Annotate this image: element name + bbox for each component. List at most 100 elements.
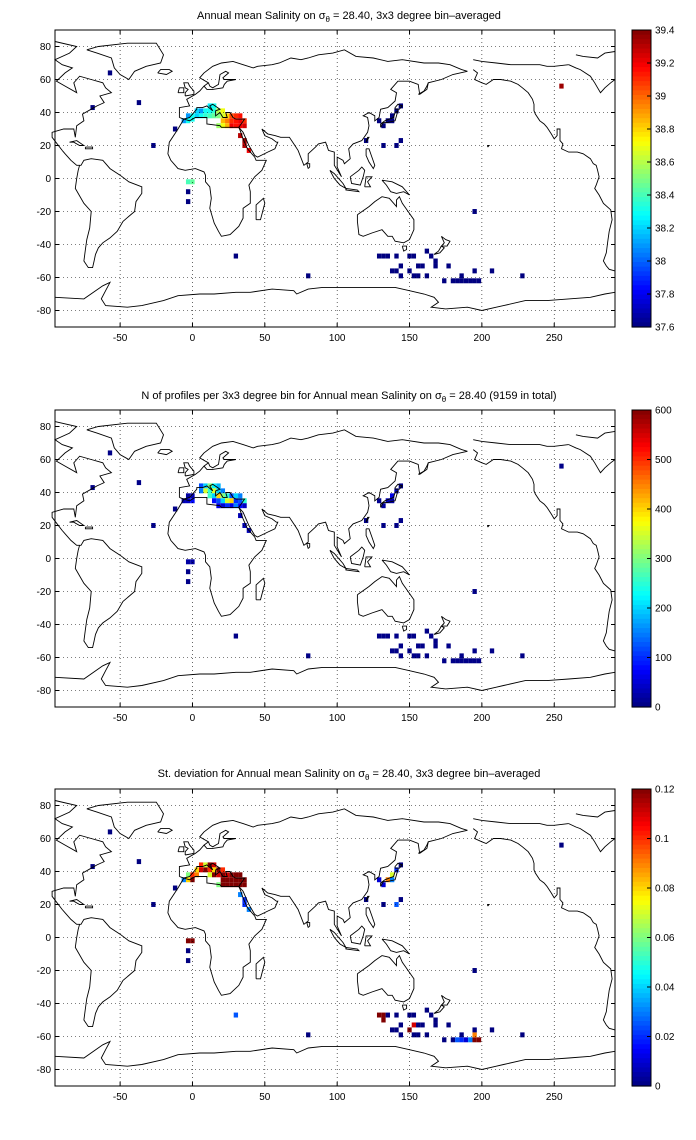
panel-mean-salinity-cell-21 [212,113,217,119]
panel-profile-count-colorbar-segment-4 [632,428,651,434]
panel-std-deviation-colorbar-segment-30 [632,928,651,934]
panel-profile-count-cell-94 [476,658,482,664]
panel-profile-count-colorbar-segment-39 [632,590,651,597]
panel-std-deviation-colorbar-segment-14 [632,853,651,860]
panel-profile-count-colorbar-segment-34 [632,567,651,574]
panel-profile-count-cell-3 [151,523,156,528]
panel-std-deviation-coastline-3 [178,808,468,877]
panel-mean-salinity-title: Annual mean Salinity on σθ = 28.40, 3x3 … [197,10,501,24]
panel-mean-salinity-coastline-11 [380,109,399,128]
panel-mean-salinity-colorbar-segment-14 [632,94,651,101]
panel-mean-salinity-cell-88 [450,278,456,284]
panel-profile-count-coastline-32 [487,525,491,528]
panel-mean-salinity-xtick-label-1: 0 [190,333,196,344]
panel-mean-salinity-colorbar-segment-8 [632,67,651,73]
panel-std-deviation-coastline-26 [84,905,94,909]
panel-profile-count-coastline-23 [306,543,311,549]
panel-std-deviation-xtick-label-6: 250 [546,1092,563,1103]
panel-std-deviation-colorbar-segment-51 [632,1025,651,1031]
panel-profile-count-colorbar-segment-62 [632,697,651,703]
panel-profile-count-coastline-0 [51,421,113,531]
panel-mean-salinity-cell-1 [90,105,95,111]
panel-std-deviation-colorbar-label-3: 0.06 [655,933,675,944]
panel-profile-count: N of profiles per 3x3 degree bin for Ann… [37,390,673,724]
panel-mean-salinity-coastline-33 [417,82,429,95]
panel-profile-count-colorbar-segment-1 [632,414,651,420]
panel-profile-count-coastline-18 [329,549,348,570]
panel-mean-salinity-cell-56 [389,113,395,119]
panel-std-deviation-colorbar-segment-35 [632,951,651,957]
panel-mean-salinity-cell-43 [238,133,243,139]
panel-mean-salinity-cell-55 [394,108,399,114]
panel-profile-count-colorbar-segment-60 [632,688,651,694]
panel-profile-count-coastline-16 [203,450,236,470]
panel-mean-salinity-colorbar-segment-62 [632,317,651,323]
panel-mean-salinity-cell-27 [225,118,230,124]
panel-mean-salinity-coastline-20 [381,179,410,196]
panel-profile-count-colorbar-segment-15 [632,479,651,485]
panel-std-deviation-y-axis: 80 60 40 20 0 -20 -40 -60 -80 [37,801,615,1076]
panel-std-deviation-cell-43 [238,892,243,898]
panel-std-deviation-cell-21 [212,872,217,878]
panel-profile-count-cell-87 [442,658,447,664]
panel-std-deviation-colorbar-segment-25 [632,905,651,911]
panel-profile-count-cell-10 [198,483,204,489]
panel-mean-salinity-colorbar-segment-22 [632,132,651,138]
panel-std-deviation-colorbar-segment-46 [632,1002,651,1008]
panel-std-deviation-cell-60 [376,877,382,883]
panel-profile-count-coastlines [51,421,616,691]
panel-profile-count-ytick-label-1: 60 [40,455,52,466]
panel-mean-salinity-cell-74 [433,258,438,264]
panel-std-deviation-coastline-12 [394,862,404,869]
panel-profile-count-x-axis: -50 0 50 100 150 200 250 [113,410,563,724]
panel-profile-count-colorbar-segment-61 [632,693,651,699]
panel-mean-salinity-cell-25 [220,113,226,119]
panel-std-deviation-cell-41 [220,882,226,888]
panel-profile-count-coastline-31 [575,430,616,439]
panel-std-deviation-cell-28 [225,872,230,878]
panel-std-deviation-xtick-label-2: 50 [259,1092,271,1103]
panel-profile-count-colorbar-segment-59 [632,683,651,690]
panel-std-deviation-coastline-8 [401,1004,408,1011]
panel-mean-salinity-colorbar-label-2: 39 [655,92,667,103]
panel-profile-count-colorbar-label-4: 200 [655,604,672,615]
panel-profile-count-cell-89 [455,658,460,664]
panel-std-deviation-colorbar-segment-39 [632,969,651,976]
panel-profile-count-cell-45 [242,523,247,528]
panel-mean-salinity-cell-12 [198,108,204,114]
panel-mean-salinity-coastline-4 [179,70,468,178]
panel-mean-salinity-colorbar-segment-16 [632,104,651,110]
panel-std-deviation-colorbar-segment-40 [632,974,651,980]
panel-mean-salinity-cell-98 [520,273,525,279]
panel-std-deviation-heatmap [90,829,564,1043]
panel-profile-count-coastline-13 [183,462,195,477]
panel-profile-count-heatmap [90,450,564,664]
panel-std-deviation-coastline-2 [61,909,143,1028]
panel-mean-salinity-colorbar-segment-59 [632,303,651,310]
panel-std-deviation-colorbar-segment-0 [632,789,651,795]
panel-profile-count-cell-49 [185,569,191,575]
panel-std-deviation-cell-18 [212,862,217,868]
panel-std-deviation-coastline-30 [568,823,616,853]
panel-profile-count-colorbar-segment-6 [632,437,651,444]
panel-profile-count-cell-55 [394,488,399,494]
panel-mean-salinity-ytick-label-6: -40 [37,240,52,251]
panel-std-deviation-cell-50 [185,958,191,964]
panel-std-deviation-cell-44 [242,897,247,903]
panel-mean-salinity-colorbar-segment-49 [632,257,651,263]
panel-mean-salinity-colorbar-label-9: 37.6 [655,323,675,334]
panel-profile-count-cell-16 [212,483,217,489]
panel-mean-salinity-colorbar-segment-20 [632,122,651,129]
panel-std-deviation-colorbar-segment-16 [632,863,651,869]
panel-mean-salinity-colorbar-segment-58 [632,299,651,305]
panel-mean-salinity-cell-52 [306,273,311,279]
panel-mean-salinity-cell-9 [190,113,195,119]
panel-profile-count-cell-12 [203,483,208,489]
panel-std-deviation-cell-88 [424,1032,430,1038]
panel-std-deviation-cell-93 [463,1037,469,1043]
panel-profile-count-cell-9 [190,498,195,504]
panel-profile-count-cell-41 [233,503,239,509]
panel-mean-salinity-colorbar-segment-23 [632,136,651,142]
panel-std-deviation-colorbar-label-6: 0 [655,1082,661,1093]
panel-profile-count-colorbar-segment-21 [632,507,651,513]
